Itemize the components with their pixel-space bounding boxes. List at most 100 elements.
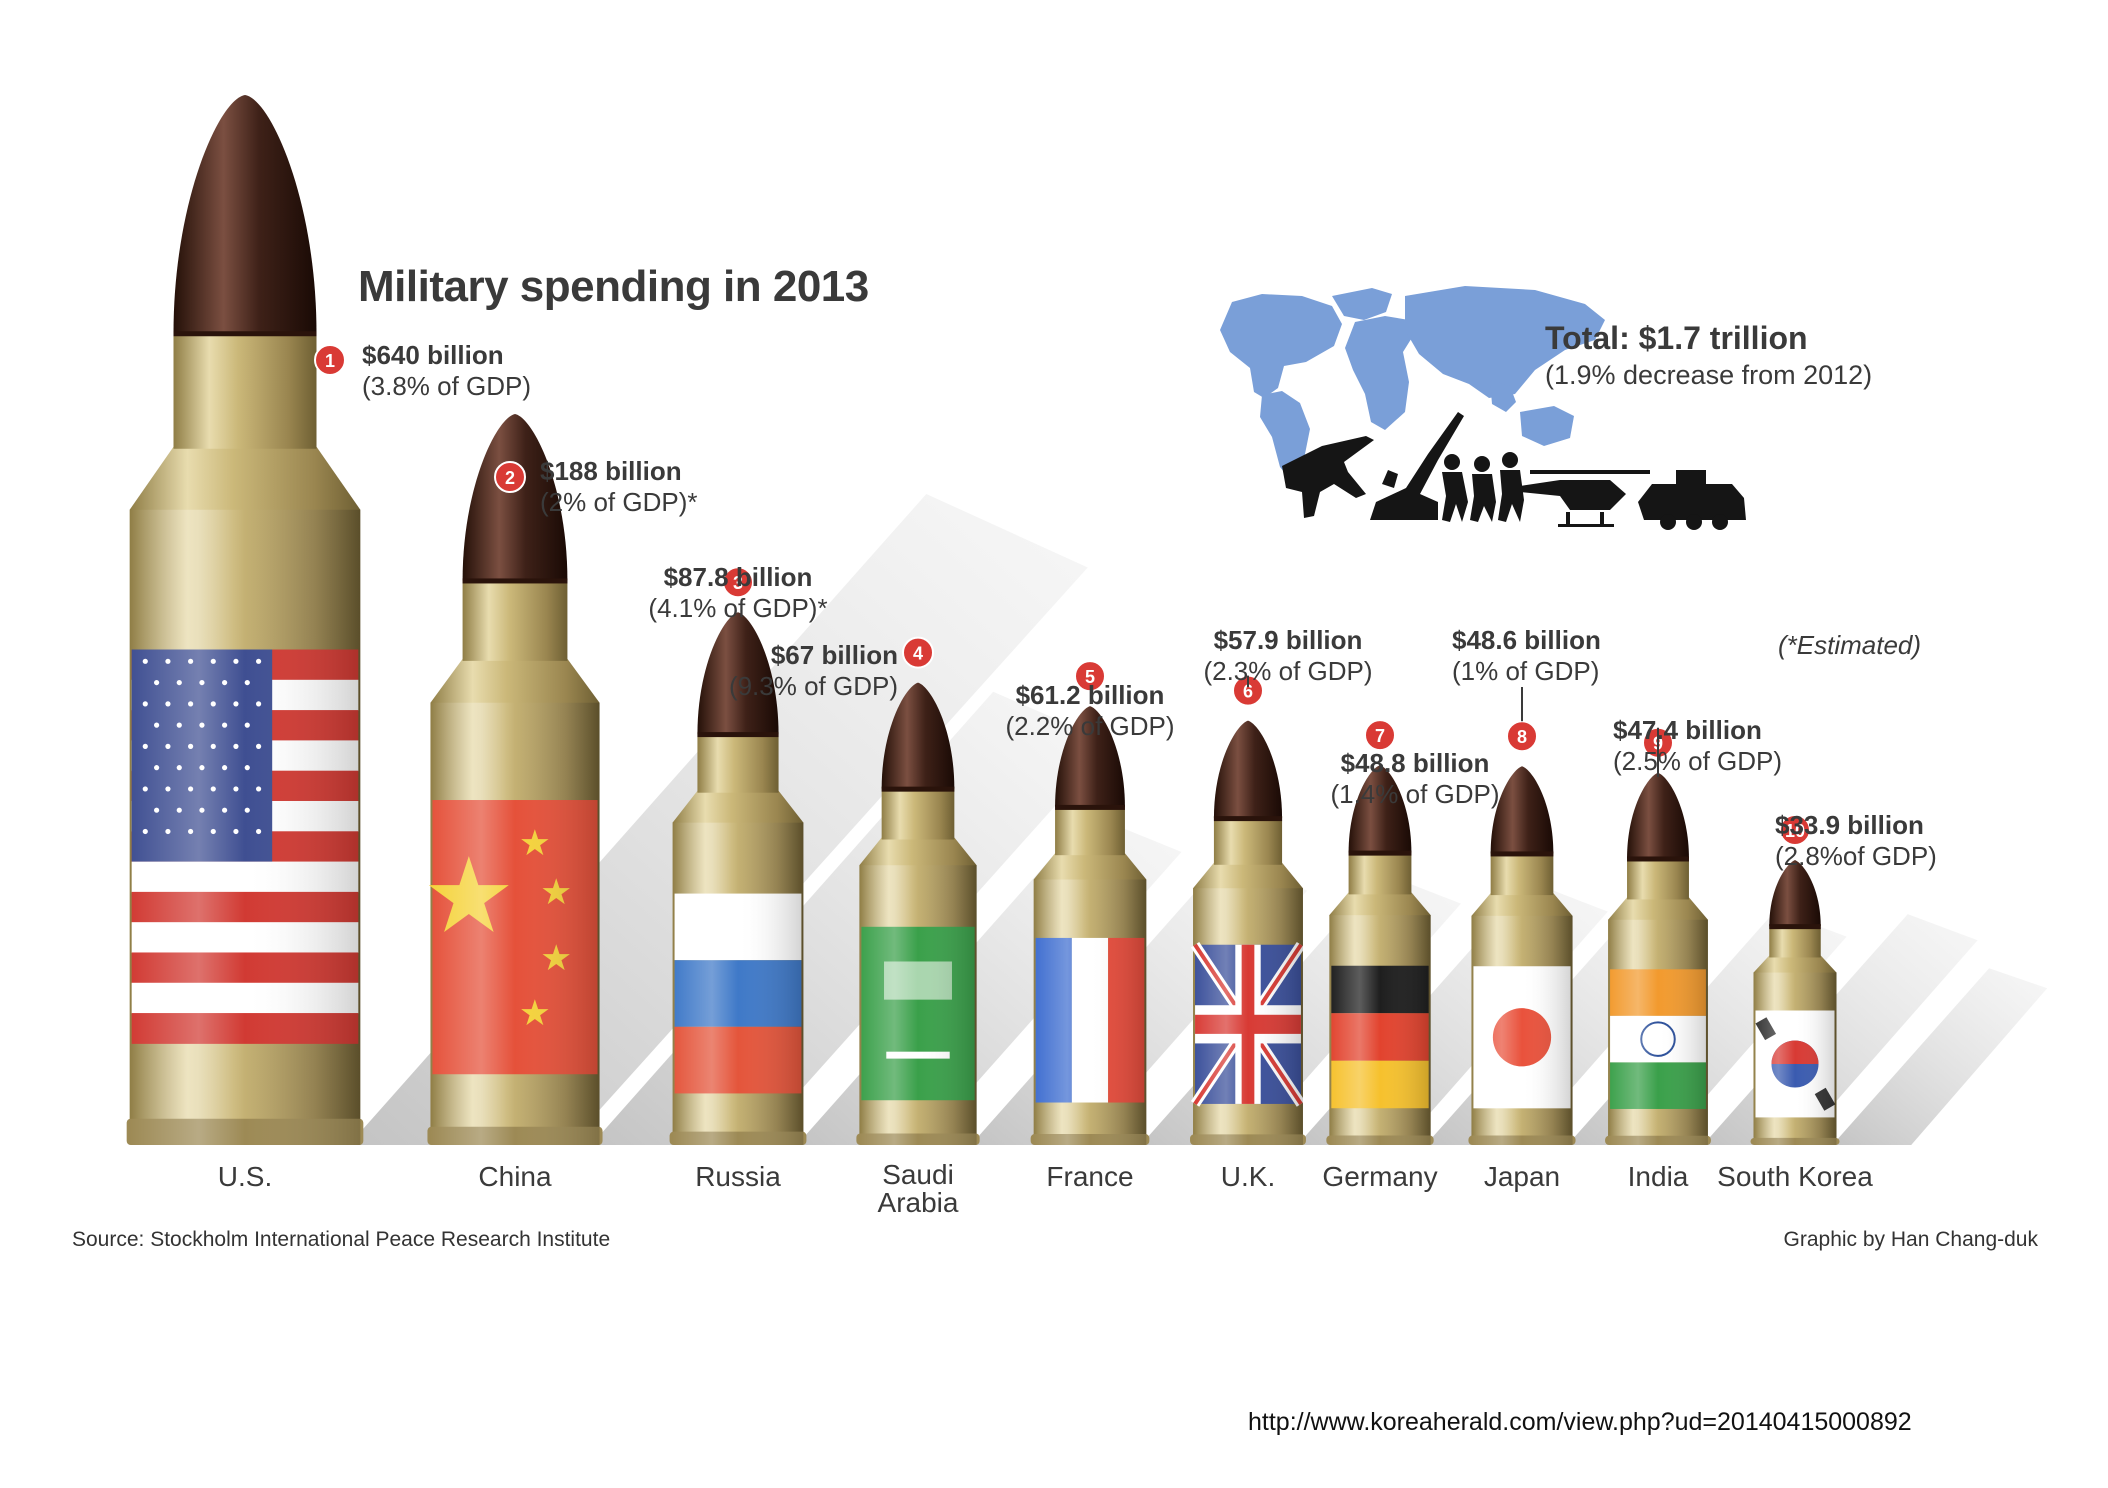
bullet-tip-band [462,578,568,584]
bullet-tip-band [1055,804,1125,810]
gdp-share: (2.3% of GDP) [1203,656,1373,686]
bullet-tip [462,413,568,581]
bullet-gloss [129,509,361,1145]
source-url[interactable]: http://www.koreaherald.com/view.php?ud=2… [1248,1408,1912,1436]
value-label: $67 billion (9.3% of GDP) [728,640,898,702]
estimated-note: (*Estimated) [1778,630,1922,660]
gdp-share: (1.4% of GDP) [1330,779,1500,809]
spending-value: $188 billion [540,456,682,486]
bullet-china: ★★★★★ [422,413,603,1145]
rank-number: 2 [505,468,515,488]
gdp-share: (2% of GDP)* [540,487,698,517]
bullet-south-korea [1750,860,1840,1145]
helicopter-icon [1520,470,1650,527]
bullet-france [1030,706,1150,1145]
bullet-tip [881,682,955,789]
bullet-tip-band [1490,851,1554,857]
bullet-tip [697,612,779,735]
spending-value: $33.9 billion [1775,810,1924,840]
bullet-neck [1213,816,1283,865]
bullet-gloss [1471,915,1573,1145]
spending-value: $61.2 billion [1015,680,1165,710]
rank-number: 5 [1085,667,1095,687]
bullet-neck [1627,856,1689,900]
bullet-tip-band [1213,816,1283,822]
country-label: France [1046,1161,1134,1192]
military-icons [1220,286,1746,530]
bullet-india [1605,772,1711,1145]
spending-value: $48.6 billion [1452,625,1601,655]
bullet-tip [1627,772,1689,859]
bullet-tip-band [697,732,779,738]
value-label: $47.4 billion (2.5% of GDP) [1613,715,1782,777]
bullet-tip-band [881,786,955,792]
gdp-share: (2.2% of GDP) [1005,711,1175,741]
bullet-tip [1348,765,1412,853]
value-label: $188 billion (2% of GDP)* [540,456,698,518]
value-label: $48.6 billion (1% of GDP) [1452,625,1601,687]
rank-number: 6 [1243,682,1253,702]
bullet-tip-band [173,331,317,337]
bullet-japan [1468,766,1576,1145]
bullet-tip [1769,860,1821,927]
rank-number: 7 [1375,726,1385,746]
chart-title: Military spending in 2013 [358,262,869,311]
world-map-icon [1220,286,1605,479]
fighter-jet-icon [1282,436,1374,518]
bullet-gloss [672,822,804,1145]
rank-number: 1 [325,351,335,371]
bullet-tip-band [1627,856,1689,862]
value-label: $640 billion (3.8% of GDP) [362,340,531,402]
country-label: Saudi Arabia [877,1159,959,1218]
bullet-neck [1769,924,1821,958]
spending-value: $640 billion [362,340,504,370]
gdp-share: (1% of GDP) [1452,656,1600,686]
armored-vehicle-icon [1638,470,1746,530]
spending-value: $87.8 billion [663,562,813,592]
rank-number: 10 [1785,821,1805,841]
value-label: $33.9 billion (2.8%of GDP) [1775,810,1955,872]
country-label: Germany [1322,1161,1438,1192]
rank-number: 8 [1517,727,1527,747]
bullet-gloss [1608,919,1708,1145]
bullet-neck [462,578,568,661]
bullet-neck [173,331,317,449]
country-label: South Korea [1717,1161,1873,1192]
bullet-tip [1055,706,1125,807]
missile-launcher-icon [1370,412,1464,520]
rank-number: 3 [733,573,743,593]
spending-value: $48.8 billion [1340,748,1490,778]
total-change: (1.9% decrease from 2012) [1545,360,1873,390]
bullet-tip [173,95,317,334]
rank-badge: 1 [314,344,346,376]
spending-value: $47.4 billion [1613,715,1762,745]
bullet-tip-band [1769,924,1821,930]
rank-badge: 5 [1074,660,1106,693]
value-label: $61.2 billion (2.2% of GDP) [980,680,1200,742]
country-label: U.K. [1220,1161,1276,1192]
bullet-u-s- [126,95,364,1145]
bullet-neck [1348,850,1412,895]
soldiers-icon [1442,452,1524,522]
value-label: $87.8 billion (4.1% of GDP)* [638,562,838,624]
bullet-gloss [1329,915,1431,1145]
country-label: Russia [695,1161,781,1192]
rank-badge: 3 [722,566,754,599]
country-label: Japan [1483,1161,1561,1192]
rank-badge: 2 [494,461,526,493]
bullet-germany [1326,765,1434,1145]
rank-badge: 8 [1506,720,1538,753]
graphic-credit: Graphic by Han Chang-duk [1783,1228,2038,1251]
bullet-tip [1213,720,1283,819]
bullet-neck [1055,804,1125,856]
bullet-neck [1490,851,1554,896]
total-spending: Total: $1.7 trillion [1545,320,1808,356]
bullet-neck [881,786,955,840]
country-label: U.S. [217,1161,273,1192]
bullet-shadow [1832,968,2048,1145]
source-note: Source: Stockholm International Peace Re… [72,1228,611,1251]
bullet-gloss [430,702,600,1145]
bullet-gloss [1753,972,1837,1145]
